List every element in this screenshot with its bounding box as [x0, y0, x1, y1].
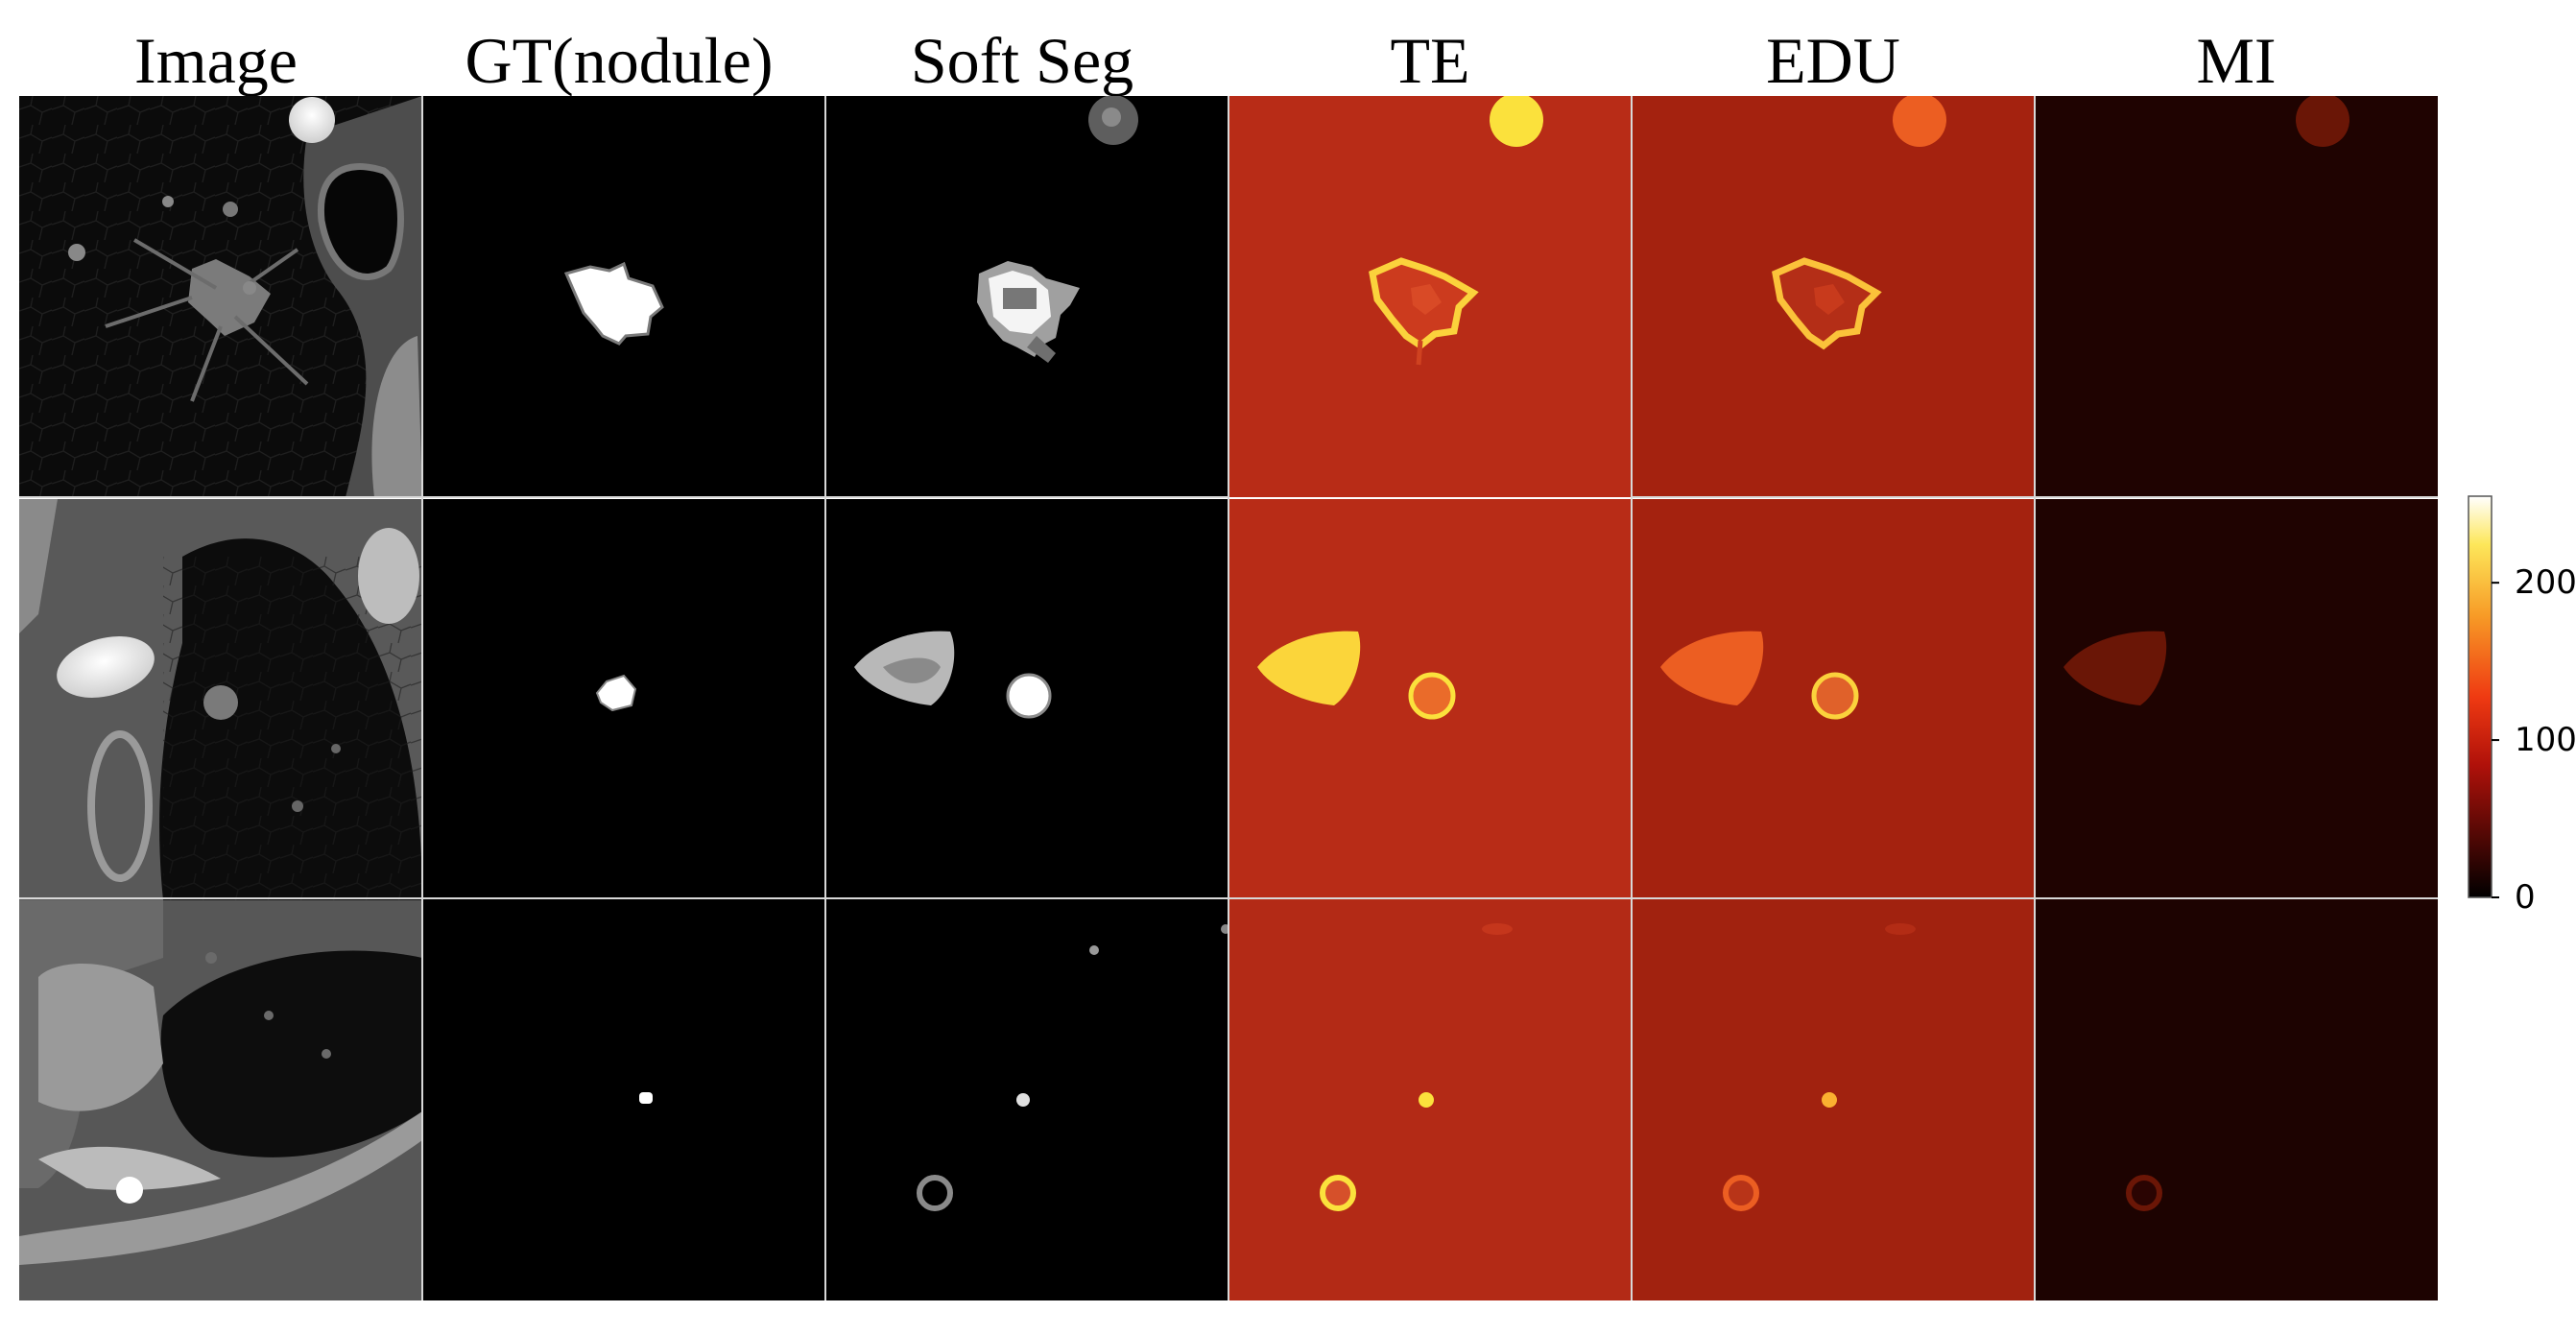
image-grid [19, 96, 2438, 1300]
te-row-1 [1228, 96, 1632, 497]
mi-row-2 [2035, 499, 2438, 900]
ct-image-row-3 [19, 900, 422, 1300]
colorbar-gradient [2468, 495, 2493, 898]
ct-image-row-1 [19, 96, 422, 497]
soft-seg-row-1 [825, 96, 1228, 497]
gt-row-2 [422, 499, 825, 900]
soft-seg-row-3 [825, 900, 1230, 1300]
column-title-image: Image [134, 23, 298, 97]
colorbar-tick-label: 0 [2515, 878, 2536, 917]
edu-row-2 [1632, 499, 2035, 900]
colorbar-tick-label: 200 [2515, 563, 2576, 603]
gt-row-1 [422, 96, 825, 497]
soft-seg-row-2 [825, 499, 1228, 900]
edu-row-1 [1632, 96, 2035, 497]
edu-row-3 [1632, 900, 2035, 1300]
column-title-gt: GT(nodule) [465, 23, 774, 97]
grid-lines [19, 96, 2438, 1300]
column-title-mi: MI [2196, 23, 2277, 97]
column-title-soft-seg: Soft Seg [910, 23, 1134, 97]
te-row-2 [1228, 499, 1632, 900]
column-title-edu: EDU [1766, 23, 1900, 97]
mi-row-1 [2035, 96, 2438, 497]
te-row-3 [1228, 900, 1632, 1300]
gt-row-3 [422, 900, 825, 1300]
colorbar [2468, 495, 2499, 898]
mi-row-3 [2035, 900, 2438, 1300]
colorbar-tick-label: 100 [2515, 721, 2576, 760]
column-title-te: TE [1390, 23, 1470, 97]
ct-image-row-2 [19, 499, 422, 900]
